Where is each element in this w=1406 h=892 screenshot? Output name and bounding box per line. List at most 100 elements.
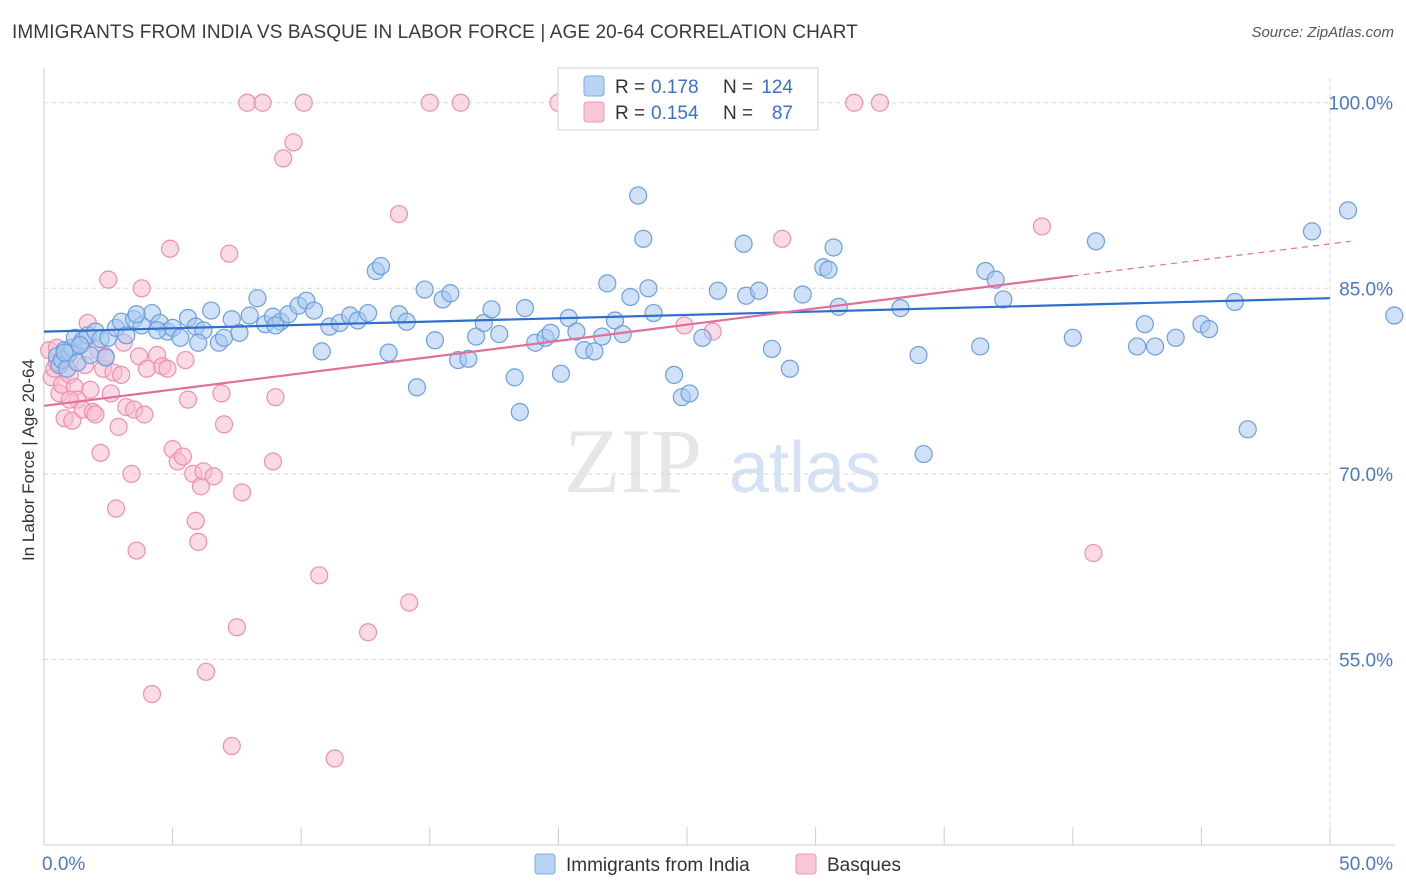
india-point xyxy=(1127,337,1147,356)
basques-point xyxy=(176,350,195,370)
india-point xyxy=(304,301,324,320)
source-label: Source: ZipAtlas.com xyxy=(1251,24,1394,41)
basques-point xyxy=(204,467,223,486)
india-point xyxy=(117,326,136,345)
india-point xyxy=(240,306,259,325)
basques-n-value: 87 xyxy=(772,103,793,124)
tick-labels: 100.0% 85.0% 70.0% 55.0% 0.0% 50.0% xyxy=(42,94,1393,875)
india-point xyxy=(567,322,586,341)
india-point xyxy=(909,346,928,365)
india-point xyxy=(459,349,478,368)
india-point xyxy=(425,331,445,350)
basques-point xyxy=(186,511,205,530)
india-point xyxy=(665,365,684,385)
india-point xyxy=(407,378,427,397)
basques-point xyxy=(870,93,890,112)
trend-lines xyxy=(43,240,1351,407)
bottom-india-swatch xyxy=(534,853,556,875)
india-point xyxy=(96,348,115,367)
series-legend: Immigrants from India Basques xyxy=(534,853,901,876)
basques-point xyxy=(266,388,285,407)
india-legend-swatch xyxy=(583,75,605,97)
basques-point xyxy=(214,415,234,434)
basques-point xyxy=(189,532,208,552)
india-point xyxy=(490,324,509,344)
india-point xyxy=(230,323,249,342)
india-point xyxy=(680,384,699,403)
india-point xyxy=(891,299,910,318)
india-point xyxy=(749,281,769,300)
india-point xyxy=(598,274,617,293)
basques-point xyxy=(86,405,105,424)
india-point xyxy=(171,328,190,347)
india-point xyxy=(202,301,221,320)
bottom-basques-swatch xyxy=(795,853,817,875)
india-point xyxy=(644,303,663,323)
india-point xyxy=(819,260,838,279)
india-point xyxy=(1146,337,1165,356)
india-point xyxy=(585,342,604,361)
india-point xyxy=(248,289,267,308)
india-point xyxy=(371,256,391,276)
basques-trend-extension xyxy=(1072,240,1351,277)
india-point xyxy=(693,328,712,347)
india-point xyxy=(55,343,74,362)
india-point xyxy=(971,337,990,356)
x-tick-label: 0.0% xyxy=(42,854,85,875)
basques-point xyxy=(232,483,252,502)
basques-point xyxy=(845,93,864,112)
india-point xyxy=(1063,328,1082,347)
basques-point xyxy=(227,618,246,637)
india-point xyxy=(994,290,1013,309)
basques-trend-line xyxy=(43,274,1073,407)
basques-point xyxy=(158,359,177,378)
india-point xyxy=(551,364,571,383)
india-point xyxy=(358,303,378,323)
india-point xyxy=(505,368,524,387)
basques-point xyxy=(358,623,378,642)
basques-legend-swatch xyxy=(583,101,605,123)
basques-point xyxy=(222,736,241,756)
india-n-label: N = xyxy=(723,77,753,98)
y-tick-label: 85.0% xyxy=(1339,279,1393,300)
basques-point xyxy=(389,204,409,224)
basques-point xyxy=(135,405,154,424)
basques-point xyxy=(1032,217,1052,236)
basques-point xyxy=(101,384,120,403)
basques-point xyxy=(122,464,141,483)
basques-point xyxy=(294,93,313,112)
basques-n-label: N = xyxy=(723,103,753,124)
india-point xyxy=(621,287,640,307)
india-point xyxy=(914,444,933,464)
india-point xyxy=(762,339,781,359)
india-point xyxy=(148,321,167,340)
india-n-value: 124 xyxy=(761,77,793,98)
y-tick-label: 55.0% xyxy=(1339,650,1393,671)
basques-point xyxy=(773,229,792,248)
chart-title: IMMIGRANTS FROM INDIA VS BASQUE IN LABOR… xyxy=(12,22,858,43)
basques-point xyxy=(420,93,439,112)
basques-point xyxy=(106,499,126,518)
basques-point xyxy=(212,384,231,403)
india-points xyxy=(47,186,1404,464)
y-tick-label: 100.0% xyxy=(1329,94,1394,115)
basques-point xyxy=(1084,543,1103,563)
basques-point xyxy=(196,662,216,681)
basques-point xyxy=(112,365,131,385)
y-tick-label: 70.0% xyxy=(1339,465,1393,486)
basques-point xyxy=(451,93,470,112)
basques-point xyxy=(400,593,419,612)
basques-point xyxy=(325,749,344,768)
india-point xyxy=(482,300,501,319)
x-tick-label: 50.0% xyxy=(1339,854,1393,875)
basques-point xyxy=(238,93,257,112)
basques-point xyxy=(284,133,303,152)
india-point xyxy=(441,284,460,303)
india-point xyxy=(515,299,535,318)
basques-point xyxy=(132,279,151,298)
basques-point xyxy=(274,149,293,168)
india-point xyxy=(510,402,529,422)
basques-point xyxy=(173,447,192,466)
basques-point xyxy=(310,566,329,585)
india-point xyxy=(634,229,653,248)
